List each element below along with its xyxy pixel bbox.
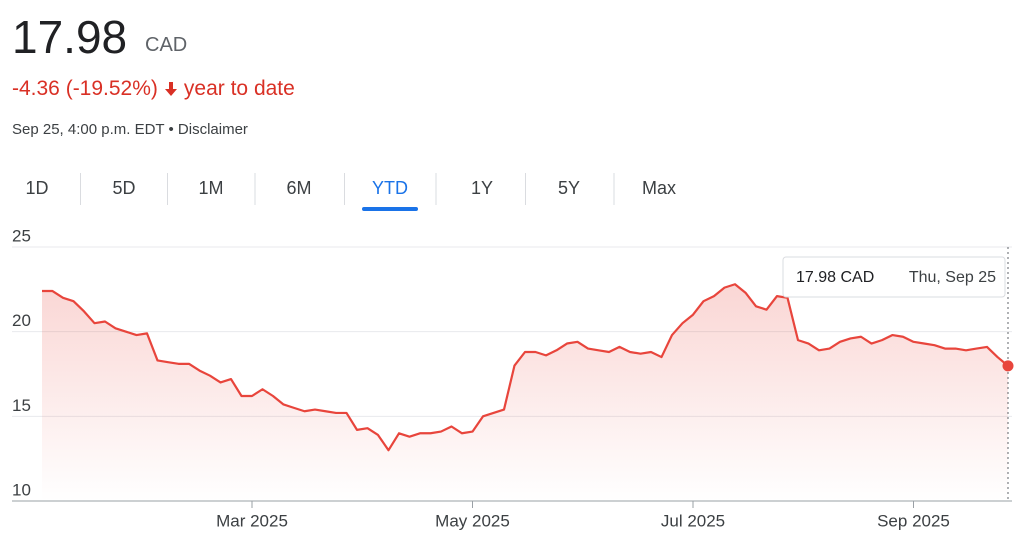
tab[interactable]: 1Y [471,178,493,198]
y-tick-label: 25 [12,226,31,245]
x-tick-label: May 2025 [435,511,510,530]
price: 17.98 [12,11,128,63]
tab[interactable]: 6M [286,178,311,198]
timestamp: Sep 25, 4:00 p.m. EDT [12,121,165,138]
period: year to date [183,77,295,100]
tooltip-date: Thu, Sep 25 [909,269,996,286]
change: -4.36 (-19.52%) [12,77,158,100]
last-point [1002,360,1014,372]
separator: • [168,121,174,138]
area [42,284,1008,501]
y-tick-label: 20 [12,311,31,330]
tab[interactable]: Max [642,178,676,198]
tab-underline [362,207,418,211]
x-tick-label: Mar 2025 [216,511,288,530]
tab[interactable]: 1D [25,178,48,198]
tab[interactable]: YTD [372,178,408,198]
tab[interactable]: 5Y [558,178,580,198]
tab[interactable]: 1M [198,178,223,198]
currency: CAD [145,34,188,56]
x-tick-label: Jul 2025 [661,511,725,530]
y-tick-label: 15 [12,396,31,415]
x-tick-label: Sep 2025 [877,511,950,530]
change-row: -4.36 (-19.52%) year to date [12,77,295,101]
tab[interactable]: 5D [112,178,135,198]
tooltip-value: 17.98 CAD [796,269,874,286]
timestamp-row: Sep 25, 4:00 p.m. EDT • Disclaimer [12,121,248,138]
disclaimer[interactable]: Disclaimer [177,121,248,138]
y-tick-label: 10 [12,480,31,499]
down-arrow [164,82,177,96]
tooltip-box [782,256,1006,298]
price-line [42,283,1009,452]
